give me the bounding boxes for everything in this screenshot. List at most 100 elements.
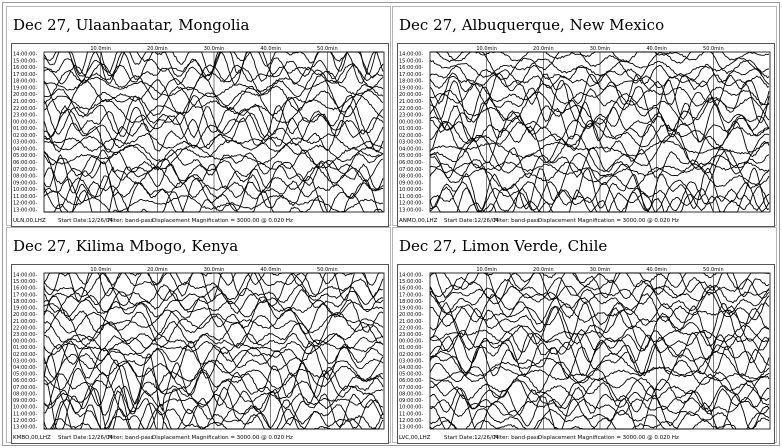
hour-tick-label: 01:00:00- (399, 345, 423, 351)
seismic-trace (43, 379, 384, 430)
hour-tick-label: 08:00:00- (13, 174, 37, 180)
hour-tick-label: 02:00:00- (13, 133, 37, 139)
seismic-trace (429, 186, 770, 213)
seismic-trace (43, 340, 384, 381)
footer-info: Start Date:12/26/04 (58, 218, 113, 224)
hour-tick-label: 08:00:00- (399, 391, 423, 397)
seismic-trace (43, 63, 384, 85)
seismic-trace (429, 302, 770, 339)
hour-tick-label: 23:00:00- (13, 332, 37, 338)
seismic-trace (429, 57, 770, 78)
hour-tick-label: 05:00:00- (399, 153, 423, 159)
hour-tick-label: 11:00:00- (399, 411, 423, 417)
seismic-trace (429, 334, 770, 378)
panel-albuquerque: Dec 27, Albuquerque, New Mexico 10.0min 2… (392, 6, 777, 227)
hour-tick-label: 06:00:00- (399, 160, 423, 166)
hour-tick-label: 17:00:00- (399, 292, 423, 298)
seismic-trace (429, 140, 770, 159)
seismic-trace (429, 373, 770, 402)
seismic-trace (429, 181, 770, 213)
hour-tick-label: 04:00:00- (13, 365, 37, 371)
hour-tick-label: 04:00:00- (13, 146, 37, 152)
seismic-trace (43, 272, 383, 286)
hour-tick-label: 23:00:00- (13, 113, 37, 119)
seismic-trace (429, 121, 770, 150)
hour-tick-label: 17:00:00- (13, 292, 37, 298)
hour-tick-label: 17:00:00- (13, 72, 37, 78)
footer-info: Displacement Magnification = 3000.00 @ 0… (152, 218, 293, 224)
footer-info: Displacement Magnification = 3000.00 @ 0… (538, 218, 679, 224)
footer-info: ULN,00,LHZ (13, 218, 46, 224)
hour-tick-label: 12:00:00- (399, 201, 423, 207)
seismic-trace (43, 178, 384, 204)
panel-title: Dec 27, Kilima Mbogo, Kenya (13, 237, 239, 255)
seismic-trace (429, 97, 770, 132)
footer-info: Filter: band-pass (108, 435, 154, 441)
seismic-trace (43, 272, 384, 307)
hour-tick-label: 07:00:00- (13, 385, 37, 391)
seismic-trace (43, 165, 384, 210)
seismic-trace (43, 288, 384, 314)
panel-limon-verde: Dec 27, Limon Verde, Chile 10.0min 20.0mi… (392, 227, 777, 444)
minute-tick-label: 40.0min (646, 46, 667, 52)
seismic-trace (43, 298, 384, 318)
hour-tick-label: 06:00:00- (13, 378, 37, 384)
seismic-trace (43, 190, 383, 213)
seismic-trace (429, 417, 770, 430)
hour-tick-label: 02:00:00- (399, 352, 423, 358)
seismic-trace (43, 141, 384, 171)
trace-group (43, 51, 384, 213)
seismic-trace (429, 377, 770, 411)
hour-tick-label: 10:00:00- (13, 187, 37, 193)
seismic-trace (44, 408, 384, 430)
hour-tick-label: 18:00:00- (399, 299, 423, 305)
hour-tick-label: 11:00:00- (399, 194, 423, 200)
hour-tick-label: 14:00:00- (13, 273, 37, 279)
seismic-trace (429, 343, 770, 379)
hour-tick-label: 20:00:00- (399, 92, 423, 98)
hour-tick-label: 19:00:00- (399, 85, 423, 91)
hour-tick-label: 22:00:00- (13, 325, 37, 331)
hour-tick-label: 12:00:00- (13, 201, 37, 207)
seismic-trace (43, 92, 384, 124)
hour-tick-label: 02:00:00- (399, 133, 423, 139)
seismic-trace (43, 352, 384, 397)
seismic-trace (429, 132, 770, 174)
hour-tick-label: 16:00:00- (399, 286, 423, 292)
seismogram-svg: 10.0min 20.0min 30.0min 40.0min 50.0min 14:00… (13, 46, 385, 224)
hour-tick-label: 00:00:00- (399, 339, 423, 345)
hour-tick-label: 17:00:00- (399, 72, 423, 78)
seismic-trace (43, 346, 384, 389)
hour-tick-label: 12:00:00- (399, 418, 423, 424)
seismogram-svg: 10.0min 20.0min 30.0min 40.0min 50.0min 14:00… (13, 267, 385, 441)
seismic-trace (430, 51, 770, 82)
hour-tick-label: 01:00:00- (13, 126, 37, 132)
minute-tick-label: 30.0min (590, 267, 611, 273)
hour-tick-label: 10:00:00- (13, 405, 37, 411)
hour-tick-label: 11:00:00- (13, 194, 37, 200)
hour-tick-label: 19:00:00- (399, 306, 423, 312)
hour-tick-label: 22:00:00- (399, 106, 423, 112)
trace-group (429, 51, 770, 213)
footer-info: Start Date:12/26/04 (444, 218, 499, 224)
seismic-trace (429, 305, 770, 352)
hour-tick-label: 18:00:00- (13, 79, 37, 85)
seismic-trace (43, 149, 384, 185)
footer-info: Filter: band-pass (494, 218, 540, 224)
seismic-trace (429, 366, 770, 382)
minute-tick-label: 50.0min (317, 267, 338, 273)
seismic-trace (429, 407, 770, 430)
hour-tick-label: 01:00:00- (399, 126, 423, 132)
hour-tick-label: 09:00:00- (13, 398, 37, 404)
helicorder-plot: 10.0min 20.0min 30.0min 40.0min 50.0min 14:00… (397, 43, 775, 227)
hour-tick-label: 02:00:00- (13, 352, 37, 358)
seismic-trace (429, 385, 770, 416)
hour-tick-label: 19:00:00- (13, 85, 37, 91)
trace-group (429, 272, 770, 430)
hour-tick-label: 01:00:00- (13, 345, 37, 351)
hour-tick-label: 13:00:00- (399, 425, 423, 431)
hour-tick-label: 05:00:00- (13, 372, 37, 378)
seismic-trace (43, 167, 383, 213)
seismic-trace (429, 63, 770, 85)
hour-tick-label: 00:00:00- (399, 119, 423, 125)
